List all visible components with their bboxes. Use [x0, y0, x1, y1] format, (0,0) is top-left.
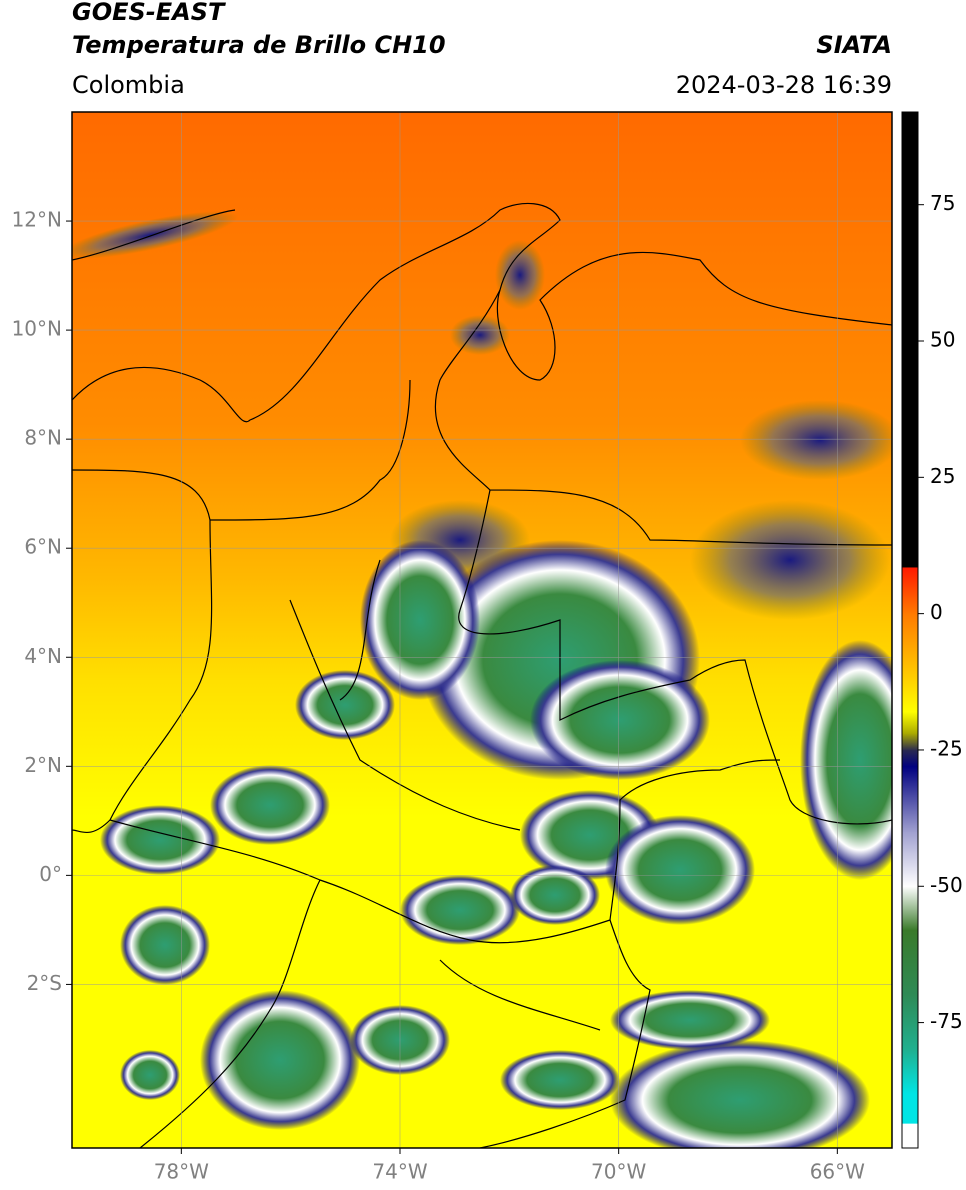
- y-tick-label: 0°: [39, 862, 62, 886]
- colorbar: [902, 112, 924, 1149]
- colorbar-segment: [902, 766, 918, 833]
- colorbar-segment: [902, 1049, 918, 1094]
- x-tick-label: 66°W: [810, 1160, 865, 1184]
- colorbar-frame: [901, 111, 919, 1149]
- y-tick-label: 12°N: [12, 208, 62, 232]
- colorbar-segment: [902, 613, 918, 680]
- borders: [72, 202, 892, 1148]
- colorbar-segment: [902, 929, 918, 996]
- colorbar-segment: [902, 749, 918, 767]
- colorbar-tick-label: -25: [930, 736, 963, 760]
- title: GOES-EAST: [72, 0, 226, 26]
- grid: [66, 112, 892, 1154]
- timestamp: 2024-03-28 16:39: [676, 71, 892, 99]
- y-tick-label: 8°N: [24, 426, 62, 450]
- colorbar-tick-label: -75: [930, 1009, 963, 1033]
- y-tick-label: 4°N: [24, 644, 62, 668]
- x-tick-label: 74°W: [372, 1160, 427, 1184]
- colorbar-tick-label: 75: [930, 191, 955, 215]
- y-tick-label: 6°N: [24, 535, 62, 559]
- colorbar-segment: [902, 679, 918, 713]
- colorbar-segment: [902, 831, 918, 887]
- colorbar-tick-label: 25: [930, 464, 955, 488]
- colorbar-tick-label: 50: [930, 328, 955, 352]
- x-tick-label: 70°W: [591, 1160, 646, 1184]
- colorbar-segment: [902, 566, 918, 569]
- colorbar-segment: [902, 711, 918, 735]
- colorbar-tick-label: 0: [930, 600, 943, 624]
- region: Colombia: [72, 71, 185, 99]
- colorbar-segment: [902, 1124, 918, 1149]
- colorbar-segment: [902, 733, 918, 751]
- map-image: [72, 112, 892, 1148]
- map-frame: [71, 111, 893, 1149]
- colorbar-tick-label: -50: [930, 873, 963, 897]
- colorbar-segment: [902, 567, 918, 615]
- source: SIATA: [816, 31, 892, 59]
- colorbar-segment: [902, 1093, 918, 1124]
- colorbar-segment: [902, 1122, 918, 1125]
- x-tick-label: 78°W: [154, 1160, 209, 1184]
- y-tick-label: 10°N: [12, 317, 62, 341]
- colorbar-segment: [902, 112, 918, 568]
- colorbar-segment: [902, 995, 918, 1051]
- subtitle: Temperatura de Brillo CH10: [72, 31, 446, 59]
- y-tick-label: 2°N: [24, 753, 62, 777]
- y-tick-label: 2°S: [27, 971, 62, 995]
- colorbar-segment: [902, 886, 918, 931]
